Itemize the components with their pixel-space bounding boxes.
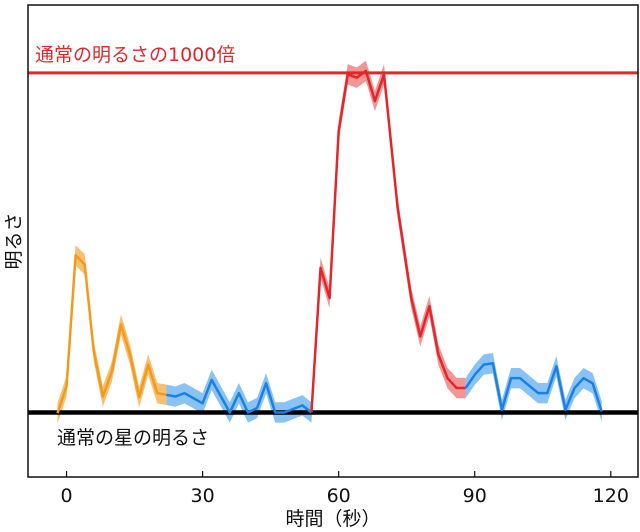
reference-label-normal: 通常の星の明るさ — [57, 427, 209, 449]
x-tick-label: 90 — [463, 485, 487, 507]
y-axis-title: 明るさ — [3, 212, 25, 269]
x-tick-label: 0 — [61, 485, 73, 507]
x-ticks: 0 30 60 90 120 — [61, 471, 629, 507]
x-tick-label: 30 — [191, 485, 215, 507]
x-tick-label: 60 — [327, 485, 351, 507]
x-axis-title: 時間（秒） — [285, 508, 380, 530]
uncertainty-bands — [57, 60, 602, 424]
series-lines — [56, 69, 603, 414]
reference-label-1000x: 通常の明るさの1000倍 — [35, 44, 235, 66]
x-tick-label: 120 — [593, 485, 629, 507]
uncertainty-band-2 — [311, 60, 466, 423]
series-line-0 — [56, 254, 167, 414]
series-line-1 — [166, 378, 313, 414]
plot-frame — [27, 4, 639, 478]
